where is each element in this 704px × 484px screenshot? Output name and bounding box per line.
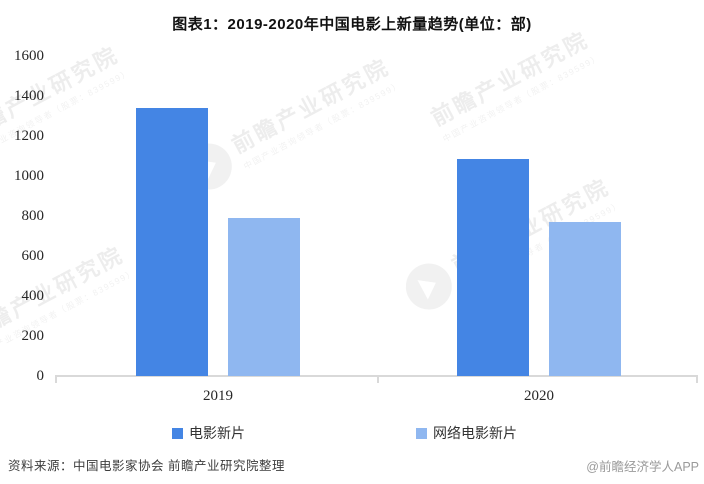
y-axis-tick-label: 1200 xyxy=(14,128,44,144)
y-axis-tick-label: 200 xyxy=(21,328,45,344)
watermark-text: 前瞻产业研究院 中国产业咨询领导者（股票：839599） xyxy=(225,48,403,172)
watermark-logo-icon xyxy=(397,255,460,318)
y-axis-tick-label: 400 xyxy=(21,288,45,304)
watermark-main: 前瞻产业研究院 xyxy=(426,26,594,131)
x-axis-category-label: 2020 xyxy=(524,388,554,404)
y-axis-tick-label: 1000 xyxy=(14,168,44,184)
y-axis-tick-label: 600 xyxy=(21,248,45,264)
x-axis-tick xyxy=(55,375,57,383)
watermark: 前瞻产业研究院 中国产业咨询领导者（股票：839599） xyxy=(425,21,603,145)
legend-swatch-online-films xyxy=(416,427,427,439)
watermark-text: 前瞻产业研究院 中国产业咨询领导者（股票：839599） xyxy=(425,21,603,145)
y-axis-tick-label: 1600 xyxy=(14,48,44,64)
x-axis-tick xyxy=(377,375,379,383)
x-axis-category-label: 2019 xyxy=(203,388,233,404)
watermark-sub: 中国产业咨询领导者（股票：839599） xyxy=(441,51,603,145)
x-axis-line xyxy=(55,375,698,377)
legend-label-online-films: 网络电影新片 xyxy=(433,425,517,441)
data-source-note: 资料来源：中国电影家协会 前瞻产业研究院整理 xyxy=(8,459,285,473)
y-axis: 0 200 400 600 800 1000 1200 1400 1600 xyxy=(0,0,44,484)
app-credit: @前瞻经济学人APP xyxy=(586,460,699,474)
bar-2019-films xyxy=(136,107,208,376)
watermark: 前瞻产业研究院 中国产业咨询领导者（股票：839599） xyxy=(177,48,404,198)
y-axis-tick-label: 0 xyxy=(36,368,45,384)
chart-title: 图表1：2019-2020年中国电影上新量趋势(单位：部) xyxy=(172,16,532,33)
legend-swatch-films xyxy=(172,427,183,439)
bar-2020-films xyxy=(457,158,529,376)
y-axis-tick-label: 800 xyxy=(21,208,45,224)
watermark-main: 前瞻产业研究院 xyxy=(227,53,395,159)
x-axis-tick xyxy=(696,375,698,383)
bar-2019-online-films xyxy=(228,218,300,376)
legend-item-films: 电影新片 xyxy=(172,423,245,443)
bar-2020-online-films xyxy=(549,222,621,376)
legend-label-films: 电影新片 xyxy=(189,425,245,441)
watermark-sub: 中国产业咨询领导者（股票：839599） xyxy=(241,79,404,172)
legend-item-online-films: 网络电影新片 xyxy=(416,423,517,443)
y-axis-tick-label: 1400 xyxy=(14,88,44,104)
